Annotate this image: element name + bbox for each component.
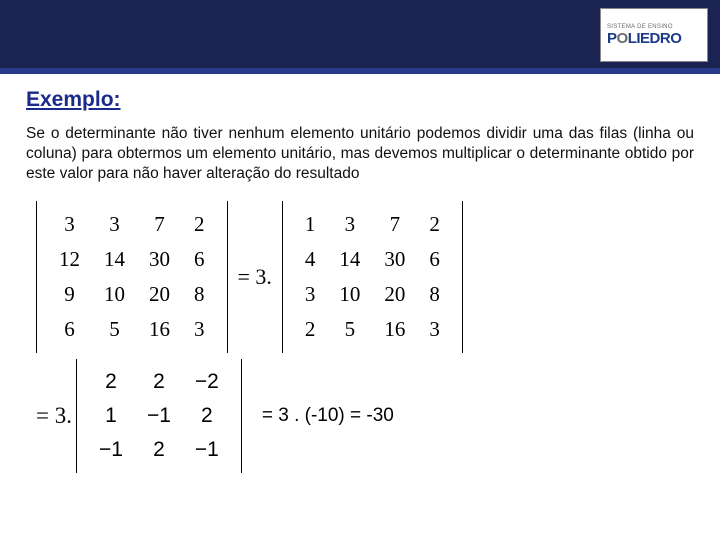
equation-row-2: = 3. 22−2 1−12 −12−1 = 3 . (-10) = -30 xyxy=(36,359,694,473)
equals-3-text: = 3. xyxy=(238,264,272,290)
logo-letter-p: P xyxy=(607,30,617,47)
determinant-c: 22−2 1−12 −12−1 xyxy=(76,359,242,473)
determinant-b: 1372 414306 310208 25163 xyxy=(282,201,463,353)
explanation-paragraph: Se o determinante não tiver nenhum eleme… xyxy=(26,124,694,183)
equation-row-1: 3372 1214306 910208 65163 = 3. 1372 4143… xyxy=(36,201,694,353)
logo-rest: LIEDRO xyxy=(628,30,682,47)
final-result: = 3 . (-10) = -30 xyxy=(262,405,394,427)
content-area: Exemplo: Se o determinante não tiver nen… xyxy=(0,74,720,481)
example-title: Exemplo: xyxy=(26,88,694,112)
determinant-a: 3372 1214306 910208 65163 xyxy=(36,201,228,353)
equals-3-lead: = 3. xyxy=(36,403,72,429)
slide-header: SISTEMA DE ENSINO POLIEDRO xyxy=(0,0,720,74)
logo: SISTEMA DE ENSINO POLIEDRO xyxy=(600,8,708,62)
logo-title: POLIEDRO xyxy=(607,31,701,46)
logo-letter-o: O xyxy=(617,30,628,47)
